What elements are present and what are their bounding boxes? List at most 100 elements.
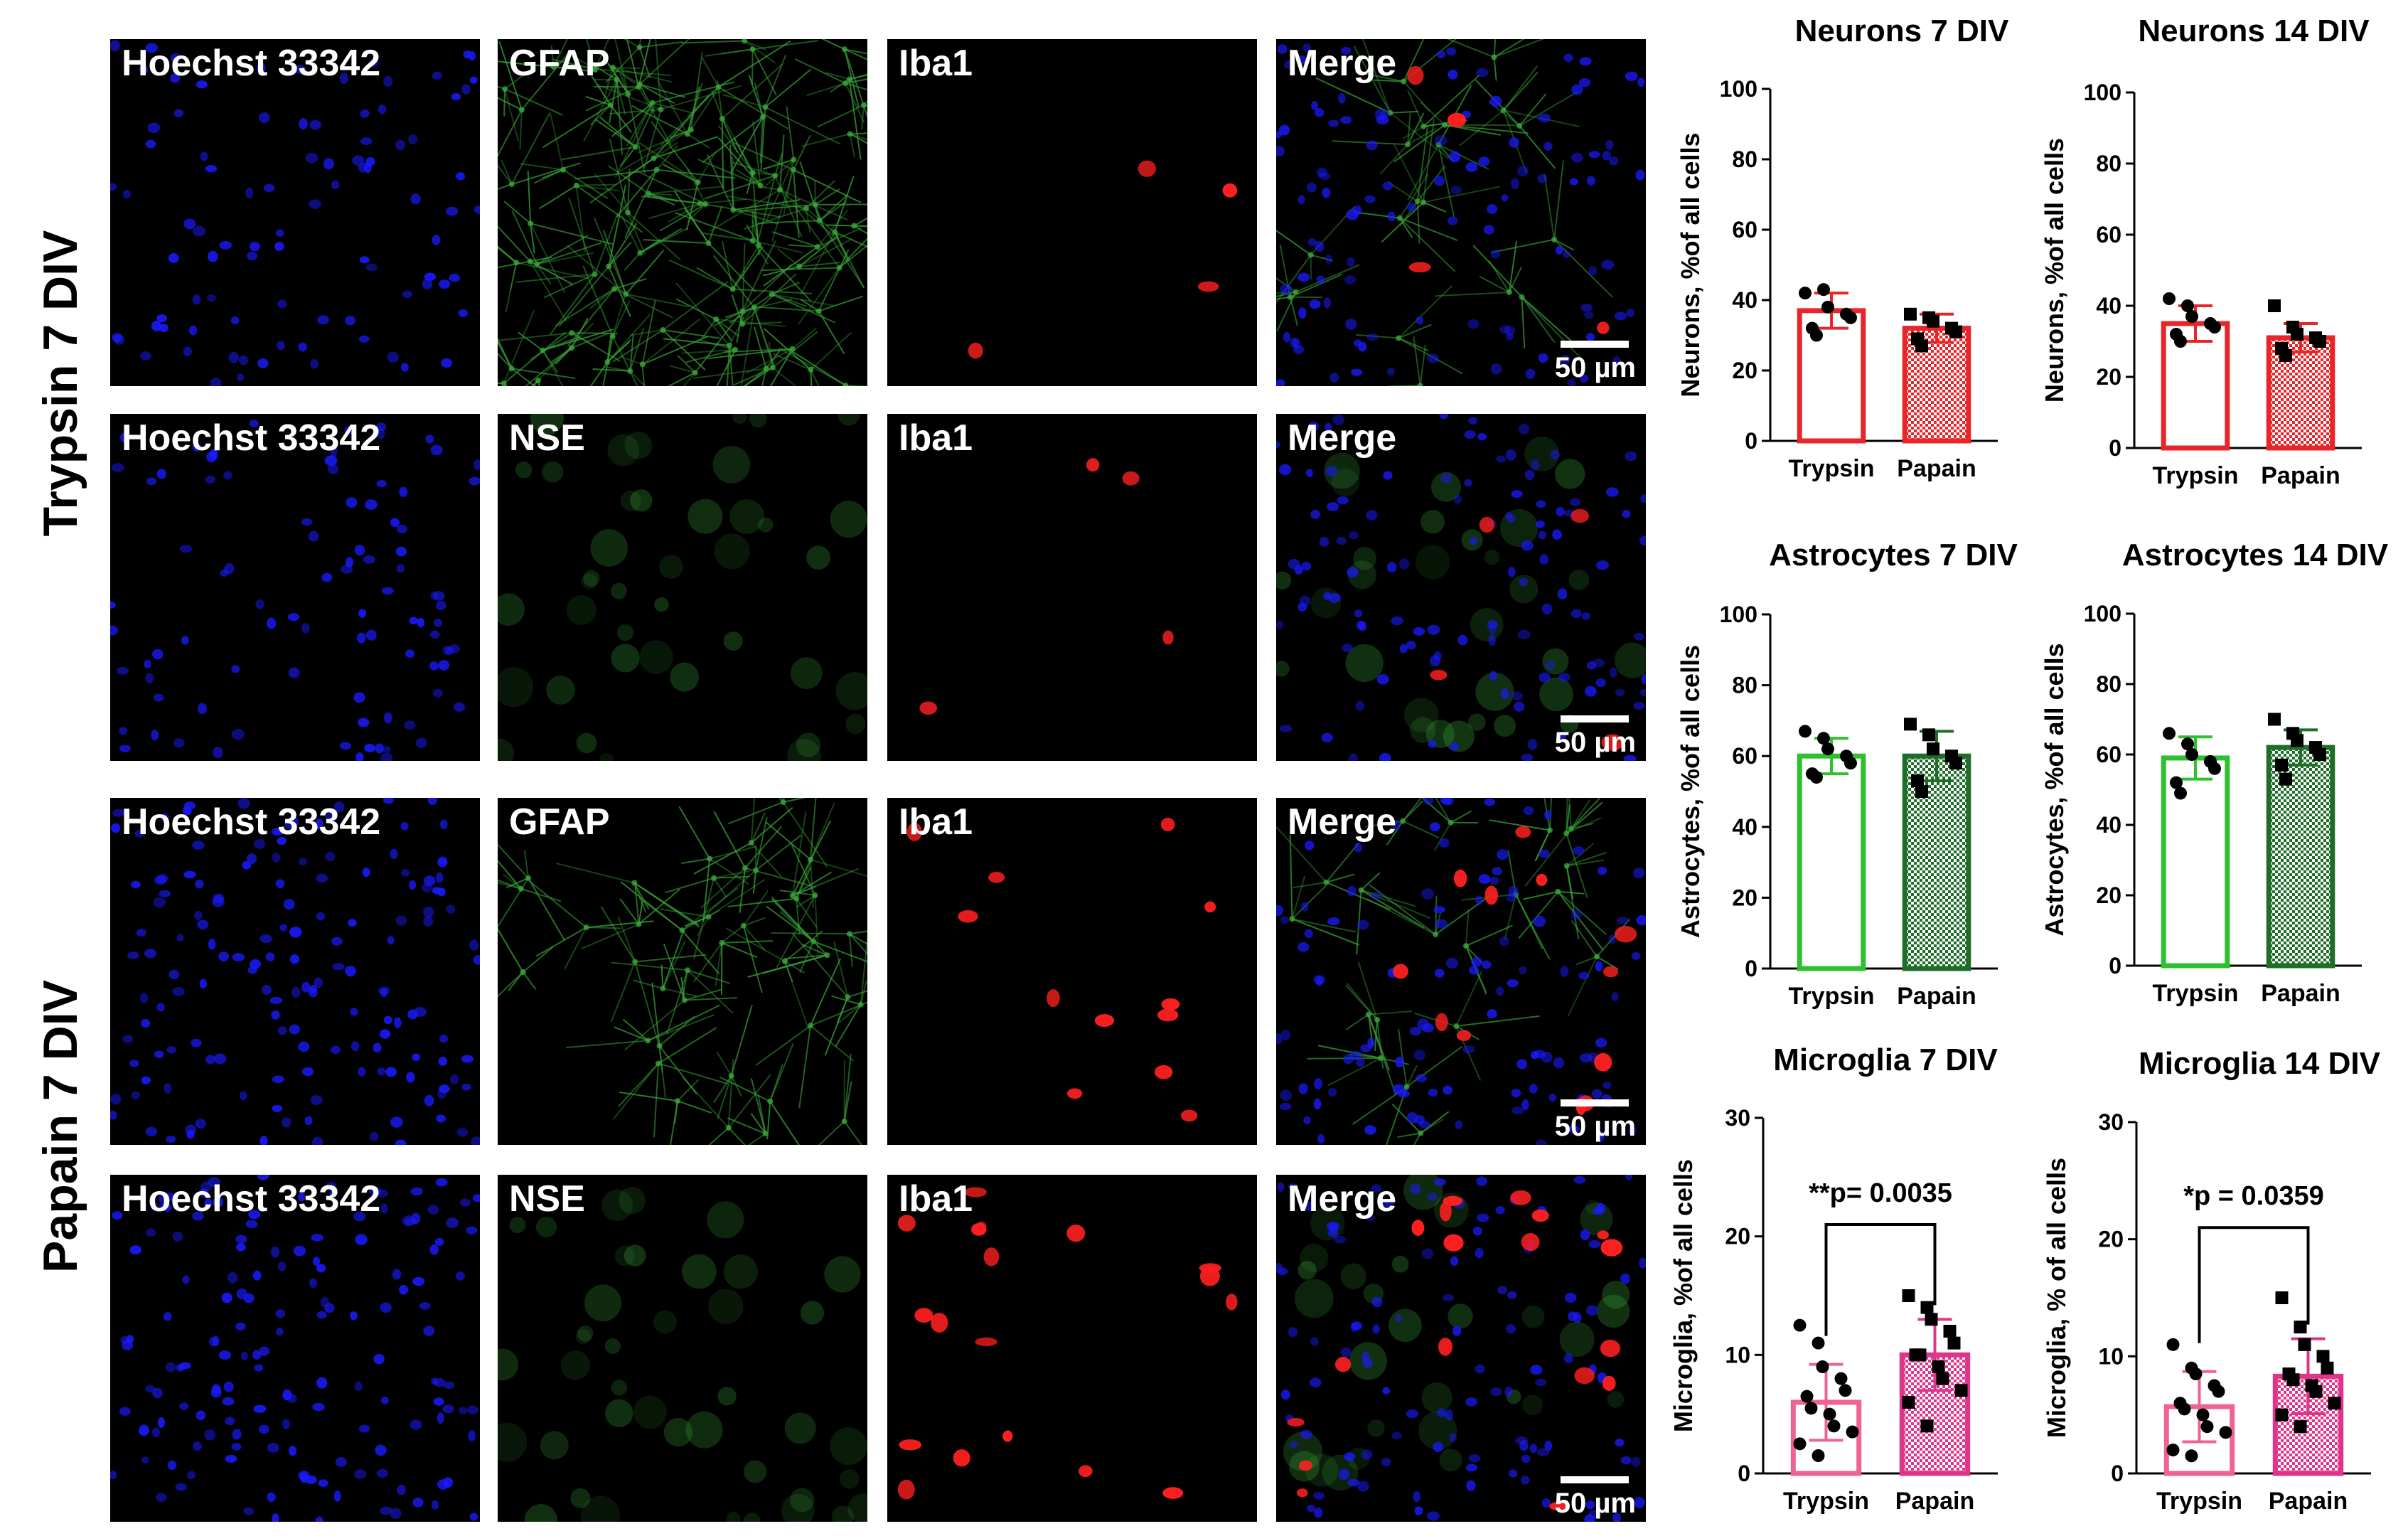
astrocyte-process	[810, 858, 867, 878]
astrocyte-body	[569, 345, 575, 351]
astrocyte-body	[769, 291, 775, 297]
nucleus-dot	[390, 848, 398, 859]
astrocyte-process	[668, 203, 701, 223]
microglia-cell	[1602, 1375, 1616, 1391]
y-tick-label: 100	[1720, 76, 1757, 102]
astrocyte-process	[778, 798, 784, 803]
nucleus-dot	[1349, 1050, 1362, 1061]
astrocyte-process	[631, 105, 688, 135]
astrocyte-process	[810, 369, 820, 386]
astrocyte-process	[764, 54, 787, 108]
nucleus-dot	[472, 1194, 480, 1202]
nucleus-dot	[1328, 1087, 1337, 1097]
nucleus-dot	[438, 856, 447, 865]
neuron-soma	[575, 1328, 592, 1345]
astrocyte-process	[844, 48, 867, 60]
astrocyte-process	[742, 321, 782, 325]
astrocyte-process	[690, 52, 703, 130]
astrocyte-process	[1380, 1057, 1410, 1065]
astrocyte-body	[756, 242, 762, 249]
astrocyte-process	[626, 102, 653, 146]
astrocyte-process	[1407, 112, 1425, 145]
neuron-soma	[604, 1338, 621, 1355]
neuron-soma	[584, 1284, 622, 1322]
astrocyte-process	[742, 925, 763, 993]
nucleus-dot	[110, 625, 118, 636]
nucleus-dot	[223, 471, 232, 480]
neuron-soma	[726, 1511, 741, 1522]
nucleus-dot	[1534, 1378, 1547, 1387]
astrocyte-process	[682, 348, 736, 354]
nucleus-dot	[390, 1116, 403, 1128]
astrocyte-process	[1292, 918, 1356, 933]
y-tick-label: 80	[1732, 673, 1757, 698]
nucleus-dot	[1315, 240, 1325, 252]
astrocyte-process	[763, 328, 812, 370]
data-point	[2219, 1426, 2232, 1439]
astrocyte-process	[771, 293, 808, 307]
astrocyte-process	[719, 1076, 771, 1102]
astrocyte-process	[1423, 186, 1501, 203]
astrocyte-process	[763, 954, 828, 974]
astrocyte-body	[763, 366, 769, 372]
data-point	[1920, 1301, 1934, 1314]
astrocyte-body	[660, 986, 666, 992]
nucleus-dot	[1293, 345, 1305, 355]
data-point	[2316, 1350, 2330, 1363]
astrocyte-body	[651, 155, 657, 161]
astrocyte-process	[716, 80, 723, 119]
neuron-soma	[744, 1460, 767, 1483]
astrocyte-process	[769, 1064, 783, 1102]
micrograph-r2-nse: NSE	[498, 414, 867, 761]
nucleus-dot	[1386, 1199, 1395, 1208]
nucleus-dot	[122, 1034, 134, 1043]
nucleus-dot	[1325, 254, 1333, 265]
nucleus-dot	[406, 1072, 415, 1083]
astrocyte-process	[609, 138, 629, 213]
astrocyte-process	[594, 173, 628, 213]
nucleus-dot	[1327, 1229, 1339, 1237]
astrocyte-process	[798, 267, 840, 325]
nucleus-dot	[1598, 866, 1607, 875]
nucleus-dot	[300, 1472, 308, 1483]
scale-bar-label: 50 µm	[1554, 1111, 1636, 1142]
nucleus-dot	[1611, 992, 1619, 1001]
astrocyte-process	[503, 201, 531, 225]
nucleus-dot	[325, 851, 336, 862]
astrocyte-process	[1493, 57, 1497, 81]
astrocyte-process	[742, 273, 797, 325]
astrocyte-process	[755, 816, 768, 871]
astrocyte-body	[725, 1124, 732, 1131]
neuron-soma	[796, 732, 821, 757]
nucleus-dot	[1468, 1454, 1481, 1463]
nucleus-dot	[235, 1322, 246, 1330]
data-point	[1812, 1336, 1825, 1350]
nucleus-dot	[454, 702, 466, 712]
nucleus-dot	[1639, 688, 1646, 696]
nucleus-dot	[1585, 333, 1595, 341]
nucleus-dot	[316, 912, 326, 921]
nucleus-dot	[1278, 464, 1292, 476]
nucleus-dot	[187, 1471, 196, 1480]
astrocyte-process	[681, 970, 689, 999]
astrocyte-process	[817, 227, 862, 247]
nucleus-dot	[346, 497, 358, 508]
nucleus-dot	[1639, 535, 1646, 546]
astrocyte-process	[503, 89, 506, 117]
astrocyte-process	[653, 142, 678, 159]
nucleus-dot	[329, 1189, 338, 1198]
data-point	[2196, 1408, 2210, 1422]
nucleus-dot	[358, 609, 367, 618]
nucleus-dot	[269, 996, 283, 1005]
astrocyte-process	[782, 801, 828, 868]
nucleus-dot	[1536, 500, 1546, 508]
nucleus-dot	[156, 1003, 165, 1012]
nucleus-dot	[1588, 151, 1600, 159]
nucleus-dot	[387, 351, 399, 363]
astrocyte-process	[762, 159, 794, 170]
nucleus-dot	[270, 1246, 279, 1258]
nucleus-dot	[1379, 752, 1391, 761]
astrocyte-process	[845, 78, 867, 85]
astrocyte-body	[518, 107, 525, 113]
astrocyte-process	[1502, 71, 1539, 111]
